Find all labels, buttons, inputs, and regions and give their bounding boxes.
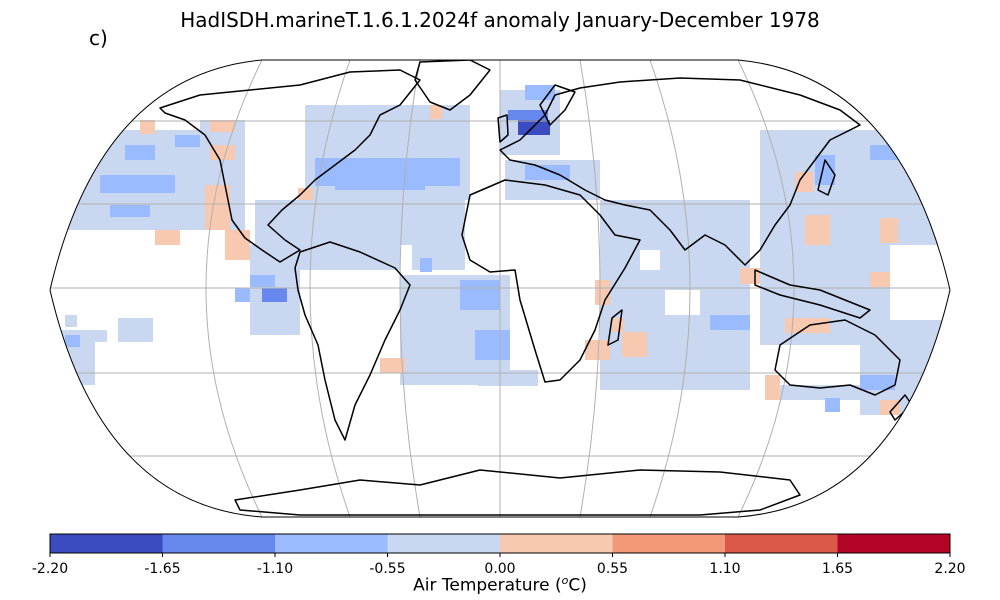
- grid-cell: [870, 272, 890, 287]
- grid-cell: [640, 250, 660, 270]
- colorbar-tick-label: -1.65: [144, 561, 180, 577]
- colorbar-swatch: [387, 534, 501, 553]
- unit-superscript: o: [561, 574, 569, 587]
- colorbar-label: Air Temperature (oC): [413, 574, 587, 596]
- coastline-indonesia: [754, 269, 871, 319]
- grid-cell: [880, 218, 898, 243]
- graticule: [50, 60, 950, 517]
- coastline-japan: [817, 159, 836, 196]
- colorbar-swatch: [500, 534, 613, 553]
- grid-cell: [508, 110, 548, 120]
- unit-suffix: C: [568, 575, 581, 596]
- meridian-line: [579, 60, 601, 517]
- grid-cell: [140, 120, 155, 134]
- colorbar-label-text: Air Temperature: [413, 575, 550, 596]
- colorbar-swatch: [275, 534, 388, 553]
- colorbar-tick-label: 1.10: [709, 561, 740, 577]
- grid-cell: [210, 145, 235, 160]
- colorbar-tick-label: 1.65: [822, 561, 853, 577]
- coastline-british-isles: [497, 114, 509, 143]
- grid-cell: [460, 280, 500, 310]
- grid-cell: [765, 375, 780, 400]
- grid-cell: [100, 175, 175, 193]
- coastline-scandinavia: [539, 84, 576, 126]
- grid-cell: [110, 205, 150, 217]
- colorbar-swatch: [837, 534, 951, 553]
- grid-cell: [880, 400, 900, 415]
- grid-cell: [478, 370, 538, 386]
- colorbar-swatch: [725, 534, 838, 553]
- meridian-line: [737, 60, 795, 517]
- map-title: HadISDH.marineT.1.6.1.2024f anomaly Janu…: [180, 8, 820, 32]
- grid-cell: [155, 230, 180, 245]
- meridian-line: [399, 60, 421, 517]
- grid-cell: [400, 245, 412, 270]
- grid-cell: [250, 275, 275, 287]
- meridian-line: [309, 60, 351, 517]
- grid-cell: [175, 135, 200, 147]
- grid-cell: [815, 155, 835, 185]
- coastline-antarctica: [234, 469, 801, 516]
- grid-cell: [860, 375, 895, 390]
- colorbar-swatch: [50, 534, 163, 553]
- grid-cell: [262, 288, 287, 302]
- grid-cell: [118, 318, 153, 342]
- grid-cell: [298, 188, 313, 200]
- coastline-south-america: [294, 241, 411, 441]
- meridian-line: [649, 60, 691, 517]
- grid-cell: [210, 120, 235, 132]
- meridian-line: [205, 60, 263, 517]
- colorbar-ticks: -2.20 -1.65 -1.10 -0.55 0.00 0.55 1.10 1.65 2.20: [32, 553, 966, 577]
- colorbar-tick-label: 0.00: [484, 561, 515, 577]
- grid-cell: [335, 175, 425, 190]
- panel-label: c): [89, 26, 108, 50]
- coastline-north-america: [159, 69, 421, 263]
- colorbar-tick-label: -2.20: [32, 561, 68, 577]
- grid-cell: [380, 358, 405, 373]
- grid-cell: [710, 315, 750, 330]
- colorbar-swatch: [162, 534, 276, 553]
- grid-cell: [430, 105, 442, 119]
- world-map: [49, 59, 951, 518]
- grid-cell: [795, 172, 813, 192]
- grid-cell: [622, 332, 647, 357]
- grid-cell: [92, 330, 107, 342]
- grid-cell: [225, 230, 250, 260]
- coastlines: [159, 60, 913, 516]
- grid-cell: [665, 290, 700, 315]
- colorbar-tick-label: -1.10: [257, 561, 293, 577]
- coastline-greenland: [414, 60, 491, 111]
- coastline-madagascar: [607, 309, 623, 346]
- grid-cell: [785, 318, 830, 333]
- colorbar-tick-label: -0.55: [369, 561, 405, 577]
- grid-cell: [525, 85, 555, 100]
- map-frame: [49, 59, 951, 518]
- grid-cell: [235, 288, 250, 302]
- colorbar-tick-label: 0.55: [597, 561, 628, 577]
- grid-cell: [585, 340, 610, 360]
- coastline-australia: [774, 319, 901, 396]
- coastline-eurasia: [499, 77, 861, 266]
- grid-cell: [780, 385, 860, 400]
- grid-cell: [125, 145, 155, 160]
- grid-cell: [518, 120, 550, 135]
- colorbar-tick-label: 2.20: [934, 561, 965, 577]
- coastline-africa: [461, 179, 641, 383]
- grid-cell: [420, 258, 432, 272]
- grid-cell: [475, 330, 510, 360]
- grid-cell: [65, 315, 77, 327]
- grid-cell: [65, 335, 80, 347]
- colorbar-boxes: [50, 534, 951, 553]
- grid-cell: [525, 165, 570, 180]
- colorbar-swatch: [612, 534, 726, 553]
- grid-cell: [825, 398, 840, 412]
